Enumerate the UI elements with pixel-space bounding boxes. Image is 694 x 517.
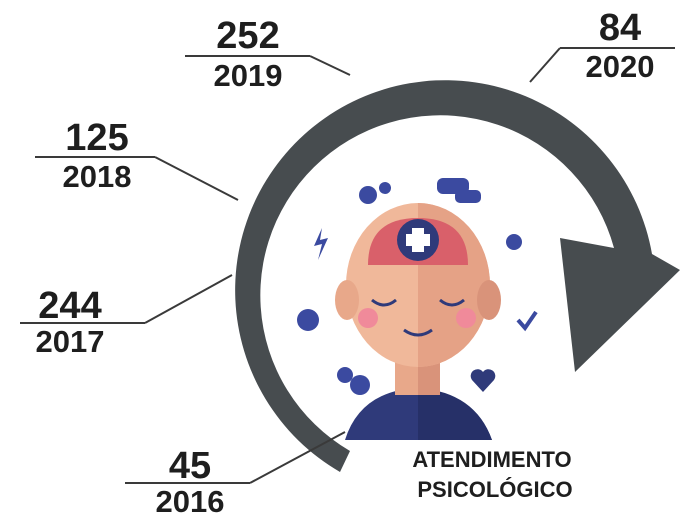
infographic: ATENDIMENTO PSICOLÓGICO 452016 2442017 125… [0,0,694,517]
count: 244 [38,285,101,327]
figure [297,178,536,440]
caption: PSICOLÓGICO [417,477,572,502]
year: 2017 [36,324,105,359]
count: 252 [216,15,279,57]
caption: ATENDIMENTO [412,447,571,472]
count: 45 [169,445,211,487]
year: 2018 [63,159,132,194]
year: 2019 [214,58,283,93]
count: 125 [65,117,128,159]
count: 84 [599,7,641,49]
year: 2016 [156,484,225,517]
year: 2020 [586,49,655,84]
